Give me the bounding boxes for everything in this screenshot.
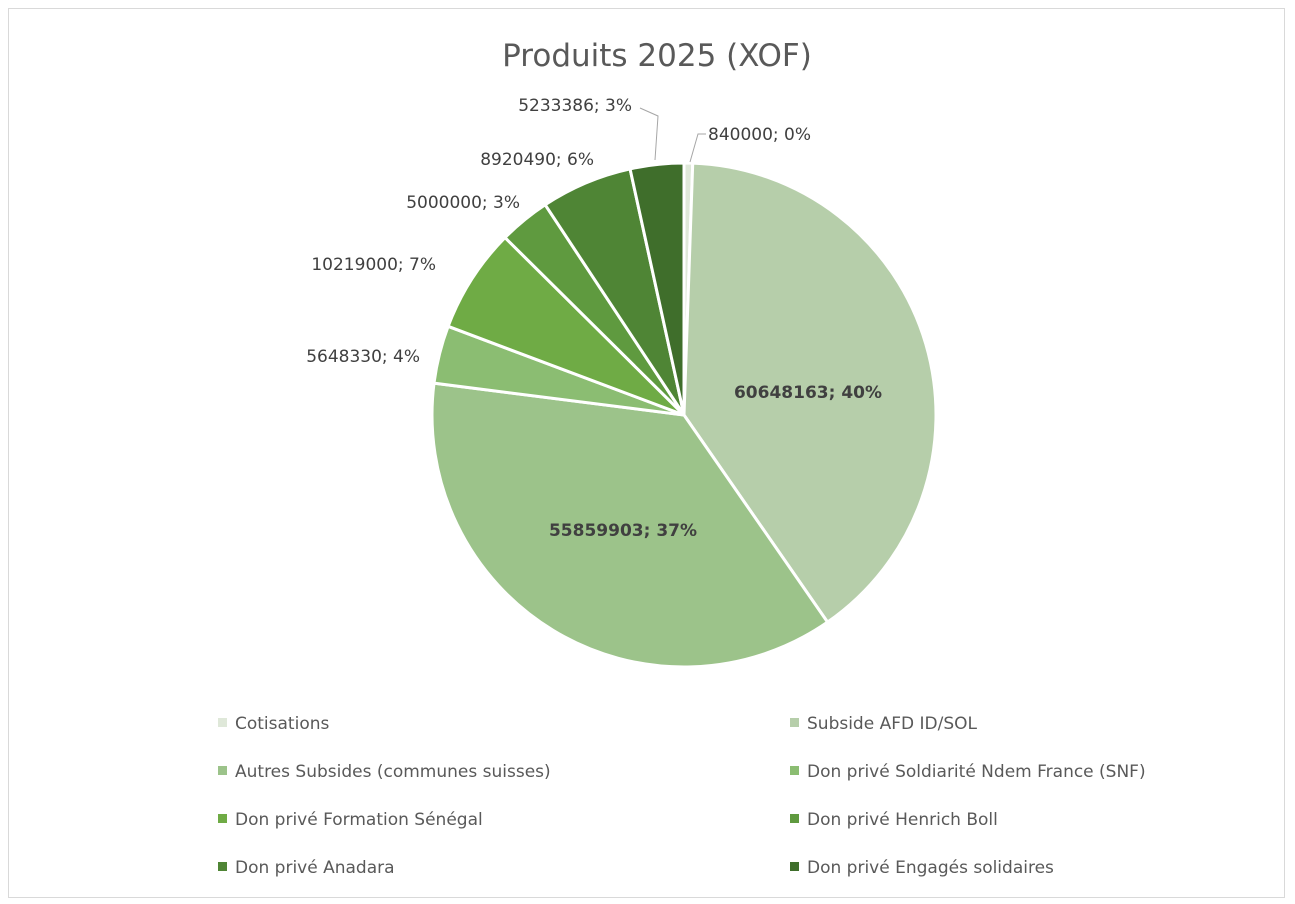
data-labels: 840000; 0% 60648163; 40% 55859903; 37% 5648… <box>306 96 882 541</box>
legend-swatch <box>218 718 227 727</box>
legend-item-don-prive-henrich-boll: Don privé Henrich Boll <box>790 810 998 830</box>
legend-label: Don privé Henrich Boll <box>807 810 998 830</box>
legend-label: Cotisations <box>235 714 329 734</box>
data-label-subside-afd-id-sol: 60648163; 40% <box>734 383 882 403</box>
pie-slice-subside-afd-id-sol <box>682 161 938 625</box>
legend-label: Don privé Soldiarité Ndem France (SNF) <box>807 762 1146 782</box>
pie-slices <box>430 161 938 669</box>
pie-slice-autres-subsides-communes-suisses <box>430 381 830 669</box>
legend-item-don-prive-formation-senegal: Don privé Formation Sénégal <box>218 810 483 830</box>
chart-title: Produits 2025 (XOF) <box>502 38 812 74</box>
legend: Cotisations Subside AFD ID/SOL Autres Subs… <box>218 714 1146 878</box>
legend-label: Subside AFD ID/SOL <box>807 714 977 734</box>
legend-swatch <box>790 718 799 727</box>
legend-swatch <box>218 814 227 823</box>
legend-item-don-prive-soldiarite-ndem-france-snf: Don privé Soldiarité Ndem France (SNF) <box>790 762 1146 782</box>
legend-swatch <box>218 862 227 871</box>
legend-label: Don privé Anadara <box>235 858 395 878</box>
legend-swatch <box>790 814 799 823</box>
legend-item-subside-afd-id-sol: Subside AFD ID/SOL <box>790 714 977 734</box>
legend-swatch <box>218 766 227 775</box>
legend-item-don-prive-engages-solidaires: Don privé Engagés solidaires <box>790 858 1054 878</box>
data-label-don-prive-engages-solidaires: 5233386; 3% <box>518 96 632 116</box>
leader-line-don-prive-engages-solidaires <box>639 107 659 161</box>
data-label-don-prive-anadara: 8920490; 6% <box>480 150 594 170</box>
legend-label: Autres Subsides (communes suisses) <box>235 762 551 782</box>
data-label-don-prive-soldiarite-ndem-france-snf: 5648330; 4% <box>306 347 420 367</box>
legend-swatch <box>790 766 799 775</box>
legend-label: Don privé Engagés solidaires <box>807 858 1054 878</box>
leader-line-cotisations <box>689 133 706 163</box>
legend-swatch <box>790 862 799 871</box>
leader-lines <box>639 107 706 163</box>
legend-label: Don privé Formation Sénégal <box>235 810 483 830</box>
legend-item-autres-subsides-communes-suisses: Autres Subsides (communes suisses) <box>218 762 551 782</box>
data-label-cotisations: 840000; 0% <box>708 125 811 145</box>
data-label-don-prive-formation-senegal: 10219000; 7% <box>311 255 436 275</box>
data-label-don-prive-henrich-boll: 5000000; 3% <box>406 193 520 213</box>
pie-slice-don-prive-engages-solidaires <box>628 161 686 416</box>
pie-slice-don-prive-formation-senegal <box>446 235 686 417</box>
legend-item-don-prive-anadara: Don privé Anadara <box>218 858 395 878</box>
data-label-autres-subsides-communes-suisses: 55859903; 37% <box>549 521 697 541</box>
legend-item-cotisations: Cotisations <box>218 714 329 734</box>
